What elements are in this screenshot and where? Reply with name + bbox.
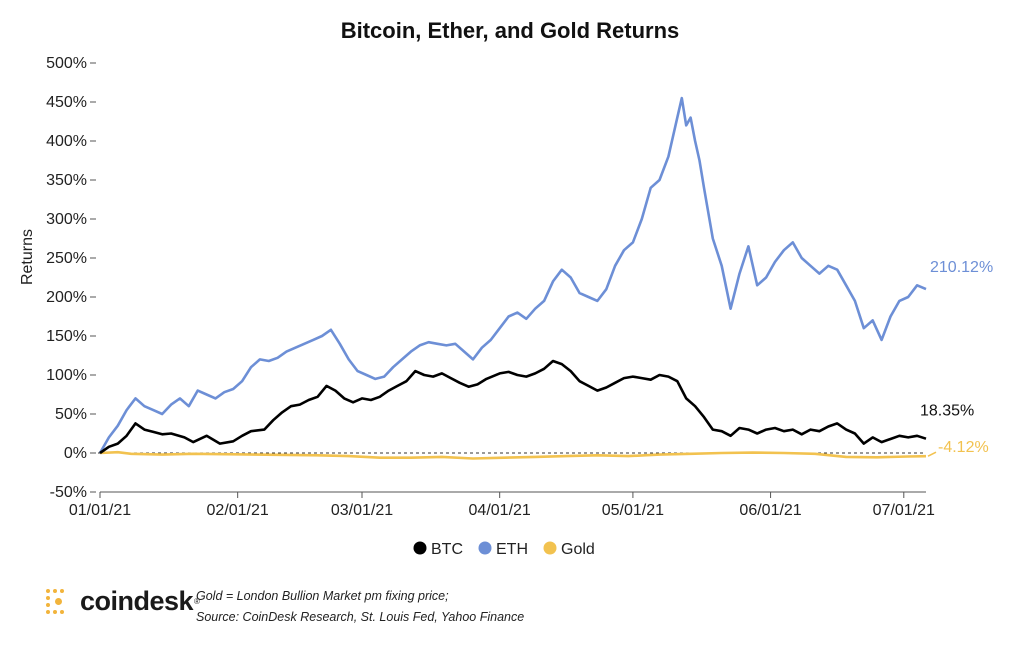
x-tick-label: 03/01/21 [331,502,393,519]
coindesk-logo: coindesk ® [46,586,200,617]
y-tick-label: 200% [46,289,87,306]
y-axis-label: Returns [19,229,36,285]
legend-marker-gold [543,541,557,555]
y-tick-label: 400% [46,133,87,150]
footer: coindesk ® Gold = London Bullion Market … [0,582,1024,642]
y-tick-label: -50% [50,484,87,501]
series-line-gold [99,450,927,460]
legend-label-gold: Gold [561,541,595,558]
y-tick-label: 250% [46,250,87,267]
legend-marker-btc [413,541,427,555]
end-label-eth: 210.12% [930,259,993,276]
x-tick-label: 07/01/21 [873,502,935,519]
series-line-eth [98,96,927,454]
legend-marker-eth [478,541,492,555]
series-line-btc [99,359,927,455]
y-tick-label: 350% [46,172,87,189]
y-tick-label: 450% [46,94,87,111]
source-note: Gold = London Bullion Market pm fixing p… [196,586,524,628]
x-tick-label: 04/01/21 [469,502,531,519]
y-tick-label: 500% [46,55,87,72]
y-tick-label: 100% [46,367,87,384]
source-credit: Source: CoinDesk Research, St. Louis Fed… [196,610,525,624]
coindesk-logo-icon [46,588,72,615]
y-tick-label: 300% [46,211,87,228]
end-label-btc: 18.35% [920,403,974,420]
registered-mark: ® [194,597,200,606]
legend-label-btc: BTC [431,541,463,558]
gold-end-connector [927,451,937,457]
y-tick-label: 150% [46,328,87,345]
x-tick-label: 01/01/21 [69,502,131,519]
y-tick-label: 0% [64,445,87,462]
gold-note: Gold = London Bullion Market pm fixing p… [196,589,449,603]
x-tick-label: 06/01/21 [739,502,801,519]
y-tick-label: 50% [55,406,87,423]
returns-chart: Bitcoin, Ether, and Gold Returns Returns… [19,18,993,558]
x-tick-label: 05/01/21 [602,502,664,519]
coindesk-wordmark: coindesk [80,586,194,616]
legend-label-eth: ETH [496,541,528,558]
x-tick-label: 02/01/21 [207,502,269,519]
end-label-gold: -4.12% [938,439,989,456]
chart-title: Bitcoin, Ether, and Gold Returns [341,18,680,43]
